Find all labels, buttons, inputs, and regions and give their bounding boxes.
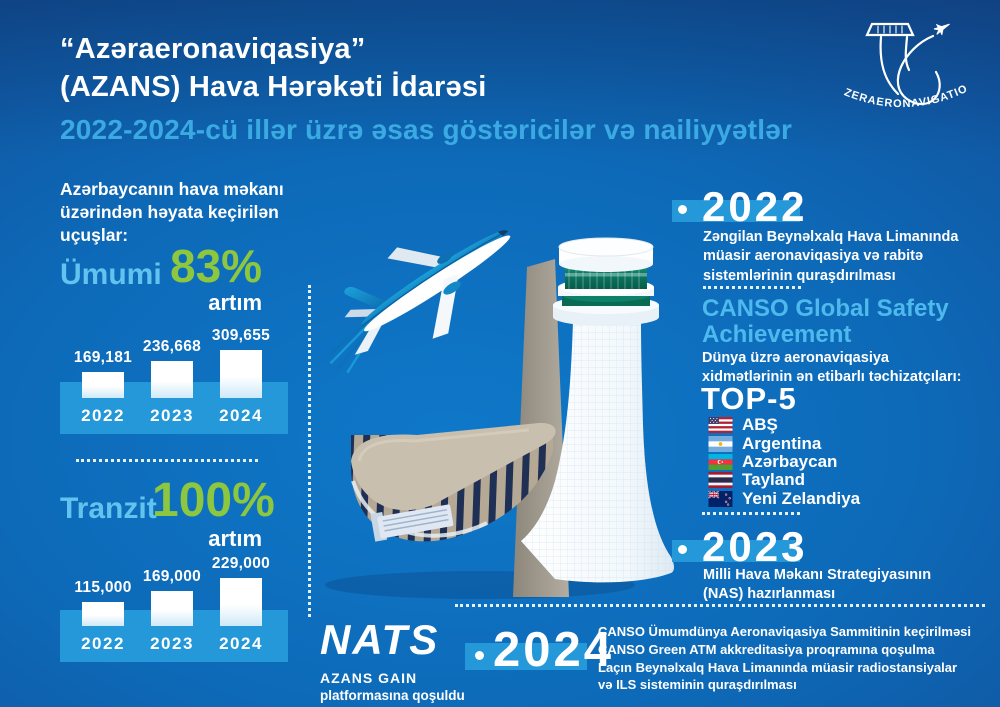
intro-line: uçuşlar: [60,224,129,245]
text-line: xidmətlərinin ən etibarlı təchizatçıları… [702,369,962,386]
year-2024: 2024 [493,623,615,677]
bar-2022 [82,602,124,626]
total-growth-word: artım [208,290,262,315]
canso-heading: CANSO Global Safety Achievement [702,295,949,349]
horizontal-dotted-separator [76,459,258,462]
year-2022: 2022 [702,183,808,230]
year-band [672,540,800,562]
nats-block: NATS AZANS GAIN platformasına qoşuldu [320,616,465,703]
text-line: Dünya üzrə aeronaviqasiya [702,350,889,366]
bar-value-label: 309,655 [211,327,271,344]
plane-icon [933,23,950,36]
year-band [672,200,800,222]
text-line: və ILS sisteminin quraşdırılması [598,677,797,693]
text-line: CANSO Global Safety [702,295,949,322]
country-label: ABŞ [742,415,778,435]
top5-heading: TOP-5 [701,381,797,416]
year-2023: 2023 [702,523,808,570]
country-label: Azərbaycan [742,451,838,471]
canso-intro: Dünya üzrə aeronaviqasiya xidmətlərinin … [702,349,961,388]
bar-year-label: 2022 [81,634,125,653]
title-line-1: “Azəraeronaviqasiya” [60,33,366,65]
text-line: Laçın Beynəlxalq Hava Limanında müasir r… [598,659,958,675]
bar-2024 [220,578,262,626]
text-line: Zəngilan Beynəlxalq Hava Limanında [703,229,959,245]
dotted-separator [703,286,801,289]
top5-row: Yeni Zelandiya [708,488,861,508]
airplane-illustration [329,230,511,374]
bar-2022 [82,372,124,398]
bar-value-label: 229,000 [211,555,271,572]
bullet-icon [678,545,687,554]
timeline-2022-text: Zəngilan Beynəlxalq Hava Limanında müasi… [703,228,958,286]
control-tower-illustration [521,237,674,583]
transit-flights-chart: 115,000 2022 169,000 2023 229,000 2024 [60,550,288,662]
bar-year-label: 2024 [219,406,263,425]
azerbaijan-flag-icon [708,453,733,470]
title-line-2: (AZANS) Hava Hərəkəti İdarəsi [60,71,487,104]
page-title: “Azəraeronaviqasiya” (AZANS) Hava Hərəkə… [60,30,486,107]
bullet-icon [475,651,484,660]
country-label: Argentina [742,433,822,453]
vertical-dotted-separator [308,285,311,617]
timeline-2023-header: 2023 [672,520,882,568]
bar-year-label: 2024 [219,634,263,653]
azeraeronavigation-logo: AZERAERONAVIGATION [836,12,969,110]
nats-line2: platformasına qoşuldu [320,688,465,703]
text-line: müasir aeronaviqasiya və rabitə [703,248,924,265]
us-flag-icon [708,417,733,434]
top5-row: Azərbaycan [708,451,860,471]
timeline-2024-text: CANSO Ümumdünya Aeronaviqasiya Sammitini… [598,623,993,694]
text-line: Achievement [702,321,852,349]
top5-row: Tayland [708,470,860,490]
terminal-building-illustration [351,422,556,542]
country-label: Tayland [742,470,805,490]
bar-year-label: 2023 [150,634,194,653]
bar-value-label: 236,668 [142,338,202,355]
country-label: Yeni Zelandiya [742,488,861,508]
text-line: (NAS) hazırlanması [703,586,836,603]
top5-list: ABŞ Argentina Azərbaycan Tayland Yeni Zeland… [708,415,861,508]
bar-value-label: 115,000 [74,579,132,596]
text-line: Milli Hava Məkanı Strategiyasının [703,567,932,583]
text-line: CANSO Ümumdünya Aeronaviqasiya Sammitini… [598,624,972,639]
bullet-icon [678,205,687,214]
total-flights-chart: 169,181 2022 236,668 2023 309,655 2024 [60,322,288,434]
page-subtitle: 2022-2024-cü illər üzrə əsas göstəricilə… [60,114,793,145]
top5-row: Argentina [708,433,860,453]
dotted-separator [702,512,800,515]
intro-line: üzərindən həyata keçirilən [60,201,279,222]
timeline-2023-text: Milli Hava Məkanı Strategiyasının (NAS) … [703,566,931,605]
bar-2023 [151,361,193,398]
text-line: CANSO Green ATM akkreditasiya proqramına… [598,641,935,657]
top5-row: ABŞ [708,415,860,435]
thailand-flag-icon [708,472,733,489]
bar-2024 [220,350,262,398]
terminal-ramp [370,504,454,542]
bar-2023 [151,591,193,626]
flights-intro: Azərbaycanın hava məkanı üzərindən həyat… [60,178,284,246]
total-label: Ümumi [60,258,162,291]
bar-value-label: 169,181 [73,349,133,366]
bar-year-label: 2023 [150,406,194,425]
text-line: sistemlərinin quraşdırılması [703,267,896,284]
timeline-2022-header: 2022 [672,180,882,228]
year-band [465,643,587,670]
scene-illustration [325,230,674,599]
transit-growth-word: artım [208,526,262,551]
nats-line1: AZANS GAIN [320,670,418,686]
transit-label: Tranzit [60,492,157,525]
bar-value-label: 169,000 [142,568,202,585]
argentina-flag-icon [708,435,733,452]
nats-logo: NATS [320,616,440,663]
total-growth-pct: 83% [170,240,263,292]
intro-line: Azərbaycanın hava məkanı [60,179,284,199]
timeline-2024-header: 2024 [465,623,611,675]
long-dotted-separator [455,604,985,607]
new-zealand-flag-icon [708,490,733,507]
transit-growth-pct: 100% [152,474,275,527]
bar-year-label: 2022 [81,406,125,425]
